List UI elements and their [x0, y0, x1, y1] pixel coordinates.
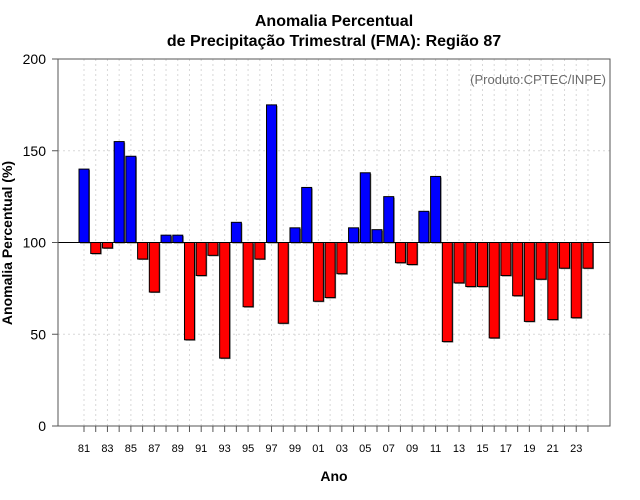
- bar-2007: [383, 196, 395, 243]
- bar-2024: [582, 242, 594, 269]
- bar-1992: [207, 242, 219, 256]
- bar-2017: [500, 242, 512, 277]
- bars: [78, 104, 594, 360]
- bar-1998: [277, 242, 289, 324]
- x-tick-label: 09: [406, 443, 418, 455]
- x-tick-label: 83: [101, 443, 113, 455]
- bar-1991: [195, 242, 207, 277]
- x-axis: 81 83 85 87 89 91 93 95 97 99 01 03 05 07 09 11 13 15 17 19…: [78, 426, 589, 455]
- bar-2011: [430, 175, 442, 243]
- x-tick-label: 99: [289, 443, 301, 455]
- bar-2015: [476, 242, 488, 288]
- bar-2019: [523, 242, 535, 322]
- y-axis: 0 50 100 150 200: [23, 51, 58, 434]
- bar-2003: [336, 242, 348, 275]
- x-tick-label: 11: [430, 443, 441, 455]
- x-tick-label: 85: [125, 443, 137, 455]
- x-tick-label: 97: [265, 443, 277, 455]
- bar-2023: [570, 242, 582, 319]
- x-tick-label: 87: [148, 443, 160, 455]
- x-tick-label: 03: [336, 443, 348, 455]
- y-tick-label: 50: [30, 326, 46, 342]
- bar-1993: [219, 242, 231, 359]
- grid-lines: [58, 59, 610, 426]
- bar-2013: [453, 242, 465, 284]
- x-tick-label: 91: [195, 443, 207, 455]
- bar-1987: [148, 242, 160, 293]
- bar-2008: [394, 242, 406, 264]
- x-tick-label: 23: [570, 443, 582, 455]
- bar-2022: [559, 242, 571, 269]
- x-tick-label: 19: [523, 443, 535, 455]
- x-tick-label: 21: [547, 443, 559, 455]
- bar-1984: [113, 141, 125, 243]
- x-tick-label: 93: [219, 443, 231, 455]
- bar-1989: [172, 234, 184, 244]
- x-axis-label: Ano: [320, 468, 347, 484]
- bar-2018: [512, 242, 524, 297]
- bar-2002: [324, 242, 336, 299]
- x-tick-label: 15: [476, 443, 488, 455]
- x-tick-label: 17: [500, 443, 512, 455]
- bar-2016: [488, 242, 500, 339]
- bar-1990: [183, 242, 195, 341]
- bar-1994: [230, 221, 242, 244]
- bar-2012: [441, 242, 453, 343]
- bar-2020: [535, 242, 547, 280]
- y-tick-label: 150: [23, 143, 47, 159]
- bar-2000: [301, 186, 313, 243]
- chart-title-line2: de Precipitação Trimestral (FMA): Região…: [167, 33, 501, 50]
- x-tick-label: 01: [312, 443, 324, 455]
- x-tick-label: 05: [359, 443, 371, 455]
- bar-1985: [125, 155, 137, 244]
- x-tick-label: 95: [242, 443, 254, 455]
- bar-1983: [101, 242, 113, 249]
- x-tick-label: 89: [172, 443, 184, 455]
- bar-2010: [418, 210, 430, 243]
- x-tick-label: 07: [383, 443, 395, 455]
- chart-title-line1: Anomalia Percentual: [255, 13, 413, 30]
- product-credit: (Produto:CPTEC/INPE): [470, 72, 606, 87]
- y-axis-label: Anomalia Percentual (%): [0, 161, 15, 325]
- bar-1986: [137, 242, 149, 260]
- bar-2014: [465, 242, 477, 288]
- x-tick-label: 13: [453, 443, 465, 455]
- bar-1997: [266, 104, 278, 243]
- bar-1982: [90, 242, 102, 255]
- bar-1981: [78, 168, 90, 244]
- y-tick-label: 0: [38, 418, 46, 434]
- bar-2004: [348, 227, 360, 244]
- y-tick-label: 100: [23, 235, 47, 251]
- bar-1988: [160, 234, 172, 244]
- bar-2006: [371, 229, 383, 243]
- bar-2001: [312, 242, 324, 302]
- y-tick-label: 200: [23, 51, 47, 67]
- bar-2009: [406, 242, 418, 266]
- bar-1999: [289, 227, 301, 244]
- x-tick-label: 81: [78, 443, 90, 455]
- bar-1996: [254, 242, 266, 260]
- bar-2005: [359, 172, 371, 244]
- bar-2021: [547, 242, 559, 321]
- bar-1995: [242, 242, 254, 308]
